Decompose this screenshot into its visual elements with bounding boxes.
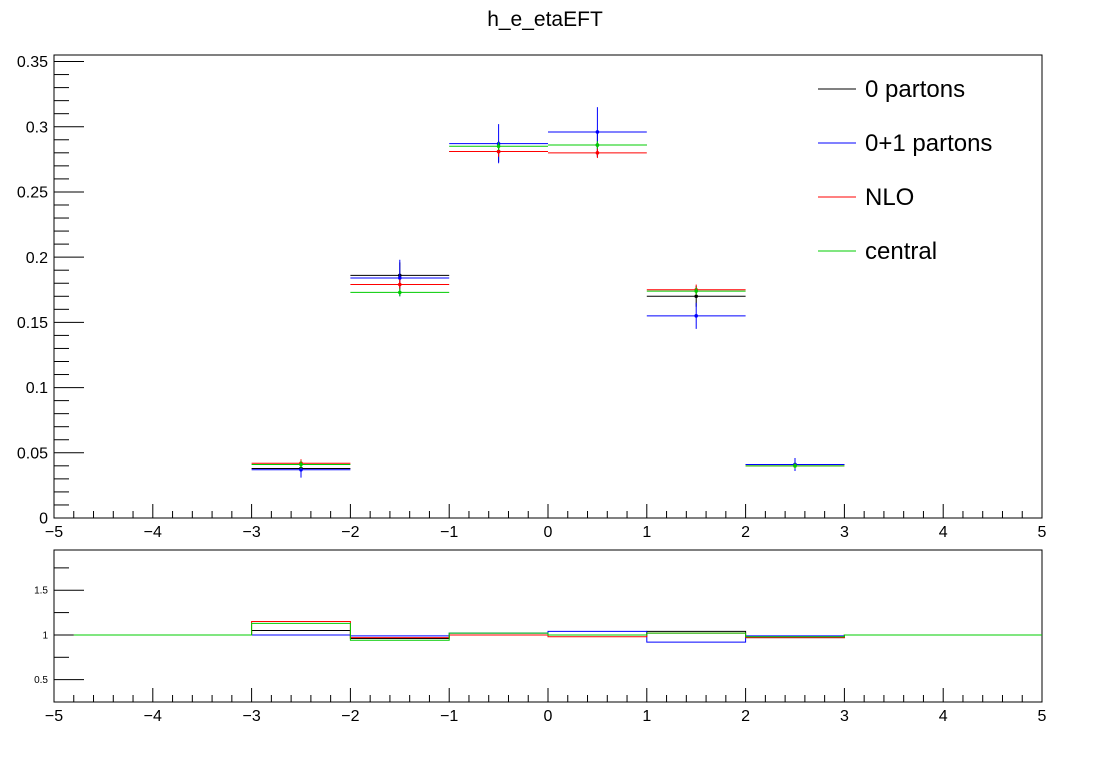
data-point [595, 151, 600, 155]
data-point [496, 149, 501, 154]
legend-entry-3: central [818, 238, 937, 265]
y-tick-label: 1.5 [34, 586, 48, 597]
x-tick-label: 4 [939, 524, 948, 541]
main-plot-frame [53, 54, 1043, 519]
y-tick-label: 0.5 [34, 675, 48, 686]
x-tick-label: −1 [440, 524, 458, 541]
x-tick-label: 5 [1038, 524, 1047, 541]
data-point [694, 294, 698, 299]
x-tick-label: 0 [544, 524, 553, 541]
y-tick-label: 0.35 [17, 54, 48, 71]
x-tick-label: 1 [642, 708, 651, 725]
y-tick-label: 0.05 [17, 445, 48, 462]
legend-label-0: 0 partons [865, 76, 965, 103]
main-y-axis: 0 0.05 0.1 0.15 0.2 0.25 0.3 0.35 [17, 54, 84, 528]
x-tick-label: −1 [440, 708, 458, 725]
data-point [595, 130, 600, 134]
main-x-axis: −5 −4 −3 −2 −1 0 1 2 3 4 5 [45, 504, 1047, 541]
y-tick-label: 0.2 [26, 250, 48, 267]
x-tick-label: 5 [1038, 708, 1047, 725]
data-point [694, 289, 698, 293]
x-tick-label: −4 [144, 524, 162, 541]
legend: 0 partons 0+1 partons NLO central [818, 76, 992, 265]
y-tick-label: 0.1 [26, 380, 48, 397]
x-tick-label: 2 [741, 524, 750, 541]
ratio-series [73, 621, 1042, 643]
chart-title: h_e_etaEFT [487, 8, 603, 31]
x-tick-label: 0 [544, 708, 553, 725]
data-point [496, 144, 501, 149]
x-tick-label: −5 [45, 524, 63, 541]
data-point [793, 464, 797, 468]
x-tick-label: 2 [741, 708, 750, 725]
x-tick-label: −2 [341, 524, 359, 541]
main-series [251, 107, 845, 478]
ratio-x-axis: −5 −4 −3 −2 −1 0 1 2 3 4 5 [45, 688, 1047, 725]
data-point [299, 467, 303, 472]
data-point [398, 276, 402, 280]
data-point [694, 314, 698, 318]
legend-entry-1: 0+1 partons [818, 130, 992, 157]
data-point [595, 143, 600, 147]
ratio-line [73, 621, 1042, 639]
y-tick-label: 0.15 [17, 315, 48, 332]
x-tick-label: −4 [144, 708, 162, 725]
x-tick-label: 4 [939, 708, 948, 725]
data-point [398, 282, 402, 287]
y-tick-label: 0.3 [26, 119, 48, 136]
legend-entry-2: NLO [818, 184, 914, 211]
legend-label-2: NLO [865, 184, 914, 211]
x-tick-label: −3 [242, 524, 260, 541]
x-tick-label: −5 [45, 708, 63, 725]
x-tick-label: 1 [642, 524, 651, 541]
x-tick-label: 3 [840, 708, 849, 725]
data-point [299, 462, 303, 467]
y-tick-label: 1 [42, 630, 48, 641]
main-plot: 0 0.05 0.1 0.15 0.2 0.25 0.3 0.35 −5 −4 −3 −2 −1 0 1 2… [17, 54, 1047, 541]
x-tick-label: −3 [242, 708, 260, 725]
legend-label-3: central [865, 238, 937, 265]
legend-entry-0: 0 partons [818, 76, 965, 103]
ratio-plot-frame [53, 549, 1043, 703]
data-point [398, 290, 402, 295]
x-tick-label: 3 [840, 524, 849, 541]
ratio-line [73, 622, 1042, 641]
ratio-plot: 0.5 1 1.5 −5 −4 −3 −2 −1 0 1 2 3 4 5 [34, 549, 1047, 725]
x-tick-label: −2 [341, 708, 359, 725]
y-tick-label: 0 [39, 511, 48, 528]
y-tick-label: 0.25 [17, 185, 48, 202]
legend-label-1: 0+1 partons [865, 130, 992, 157]
